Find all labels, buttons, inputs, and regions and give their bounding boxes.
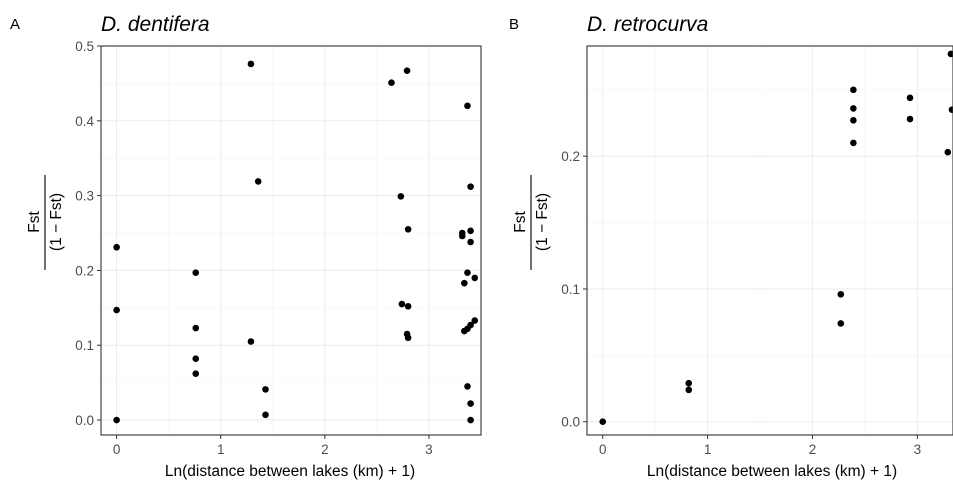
panel-a-point (404, 303, 412, 310)
panel-b-point (837, 290, 845, 298)
panel-a-point (464, 269, 471, 276)
panel-b-title: D. retrocurva (587, 13, 708, 36)
panel-a-x-tick-label: 3 (425, 442, 433, 457)
panel-a-x-axis-title: Ln(distance between lakes (km) + 1) (165, 463, 415, 480)
panel-b-x-tick-label: 0 (599, 442, 607, 457)
panel-b-ylabel-denominator: (1 − Fst) (534, 193, 551, 251)
panel-a-point (467, 183, 474, 190)
panel-a-point (404, 225, 412, 233)
panel-a-point (247, 338, 255, 345)
panel-b-ylabel-numerator: Fst (512, 211, 529, 233)
panel-b-point (906, 115, 914, 123)
panel-a-x-tick-label: 1 (217, 442, 225, 457)
panel-a-point (464, 102, 471, 110)
panel-b-point (850, 139, 857, 147)
panel-a-point (458, 232, 466, 240)
panel-a-point (262, 386, 269, 393)
panel-b-panel-border (586, 45, 953, 436)
panel-b-point (850, 86, 857, 94)
panel-a-y-tick-label: 0.4 (75, 114, 94, 129)
panel-a-point (262, 411, 269, 419)
panel-a-point (388, 79, 395, 86)
panel-a-y-tick-label: 0.3 (75, 189, 94, 204)
panel-a-point (467, 416, 474, 424)
panel-a-point (113, 416, 120, 424)
panel-b-x-tick-label: 2 (809, 442, 817, 457)
panel-a-point (464, 383, 471, 390)
panel-a-letter: A (10, 16, 20, 33)
panel-a-point (192, 324, 200, 332)
panel-a-x-tick-label: 2 (321, 442, 329, 457)
panel-a-y-tick-label: 0.2 (75, 263, 94, 278)
panel-b-point (906, 94, 914, 102)
panel-a-y-tick-label: 0.1 (75, 338, 94, 353)
panel-b-point (948, 106, 953, 114)
panel-a-point (254, 178, 262, 185)
panel-a-point (467, 238, 474, 246)
panel-a-y-tick-label: 0.5 (75, 39, 94, 54)
panel-a-point (471, 317, 479, 324)
panel-b-point (850, 117, 857, 124)
panel-b-point (685, 386, 693, 394)
panel-a-point (397, 193, 405, 200)
panel-b-y-tick-label: 0.2 (561, 149, 580, 164)
panel-b-plot-area: 0 1 2 3 0.0 0.1 0.2 (561, 45, 953, 457)
panel-a-point (471, 274, 479, 282)
panel-b-x-axis-title: Ln(distance between lakes (km) + 1) (647, 463, 897, 480)
panel-a-ylabel-numerator: Fst (26, 211, 43, 233)
panel-b-x-tick-label: 3 (914, 442, 922, 457)
panel-a-point (247, 60, 255, 68)
panel-a-point (398, 300, 406, 308)
panel-b-point (599, 418, 607, 426)
panel-a-y-axis-title: Fst (1 − Fst) (26, 175, 65, 270)
panel-a-plot-area: 0 1 2 3 0.0 0.1 0.2 0.3 0.4 0.5 (75, 39, 482, 457)
panel-b-point (944, 148, 952, 156)
panel-a-point (461, 327, 468, 335)
panel-a-point (113, 306, 120, 314)
panel-a-point (192, 370, 200, 377)
panel-a-point (192, 355, 200, 362)
panel-b-point (685, 379, 693, 387)
panel-b: B D. retrocurva 0 1 2 3 0.0 0.1 0.2 Fst (1 − F… (509, 13, 953, 480)
panel-b-point (837, 320, 845, 327)
panel-a-point (461, 279, 468, 287)
panel-a-title: D. dentifera (101, 13, 210, 36)
panel-a-point (403, 67, 411, 74)
panel-a-panel-border (100, 45, 482, 436)
panel-a-ylabel-denominator: (1 − Fst) (48, 193, 65, 251)
panel-a-point (192, 269, 200, 276)
panel-b-y-tick-label: 0.1 (561, 282, 580, 297)
panel-a-point (467, 227, 474, 235)
panel-a-point (467, 400, 474, 407)
panel-a-y-tick-label: 0.0 (75, 413, 94, 428)
panel-b-y-axis-title: Fst (1 − Fst) (512, 175, 551, 270)
panel-b-y-tick-label: 0.0 (561, 415, 580, 430)
panel-a: A D. dentifera 0 1 2 3 0.0 0.1 0.2 0.3 0.4 0.5 Fs… (10, 13, 482, 480)
panel-a-point (113, 243, 120, 251)
panel-a-x-tick-label: 0 (113, 442, 121, 457)
panel-a-point (404, 334, 412, 342)
panel-b-x-tick-label: 1 (704, 442, 712, 457)
panel-b-point (947, 50, 953, 58)
panel-b-letter: B (509, 16, 519, 33)
panel-b-point (850, 105, 857, 112)
